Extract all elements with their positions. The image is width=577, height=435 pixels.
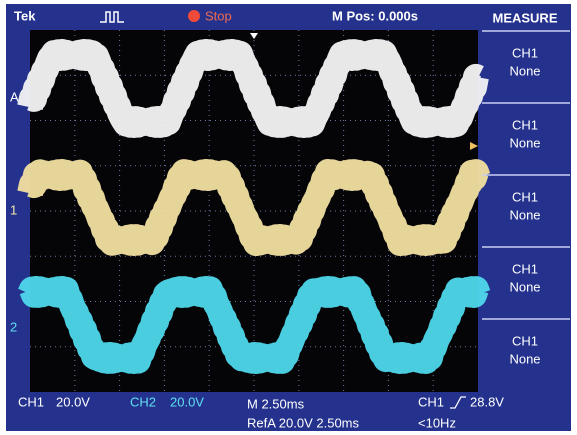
menu-item-value: None — [509, 351, 540, 366]
oscilloscope-screen: Tek Stop M Pos: 0.000s A 1 2 MEASURE CH1… — [0, 0, 577, 435]
run-indicator — [188, 10, 200, 22]
horizontal-position: M Pos: 0.000s — [332, 8, 418, 23]
reference-setting: RefA 20.0V 2.50ms — [247, 415, 360, 430]
menu-item-source: CH1 — [512, 261, 538, 276]
ch1-label: CH1 — [18, 394, 44, 409]
menu-item-source: CH1 — [512, 189, 538, 204]
ch1-scale: 20.0V — [56, 394, 90, 409]
timebase: M 2.50ms — [247, 396, 305, 411]
brand: Tek — [14, 8, 36, 23]
menu-item-value: None — [509, 135, 540, 150]
trigger-source: CH1 — [418, 394, 444, 409]
run-status: Stop — [205, 8, 232, 23]
menu-item-value: None — [509, 279, 540, 294]
menu-item-source: CH1 — [512, 117, 538, 132]
menu-item-value: None — [509, 207, 540, 222]
ch2-label: CH2 — [130, 394, 156, 409]
menu-item-source: CH1 — [512, 333, 538, 348]
ch1-marker: 1 — [10, 202, 17, 217]
ref-marker: A — [10, 89, 19, 104]
ch2-marker: 2 — [10, 319, 17, 334]
ch2-scale: 20.0V — [170, 394, 204, 409]
trigger-level: 28.8V — [470, 394, 504, 409]
menu-title: MEASURE — [492, 10, 557, 25]
menu-item-value: None — [509, 63, 540, 78]
trigger-frequency: <10Hz — [418, 415, 456, 430]
menu-item-source: CH1 — [512, 45, 538, 60]
